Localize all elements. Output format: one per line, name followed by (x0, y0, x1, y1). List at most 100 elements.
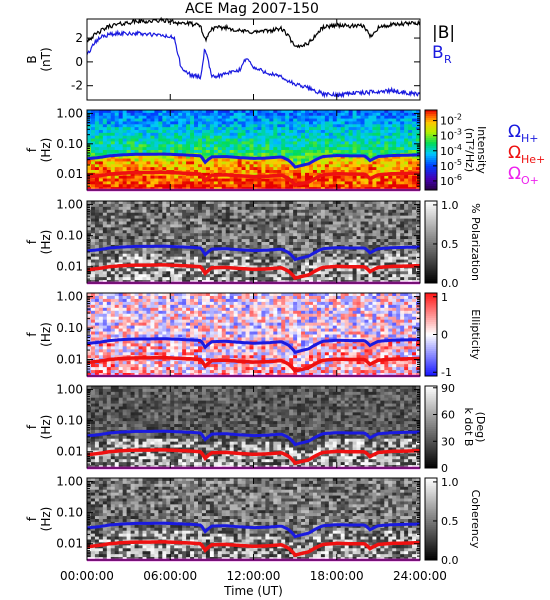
spectrogram-cell (364, 201, 369, 205)
spectrogram-cell (408, 230, 413, 234)
spectrogram-cell (328, 224, 334, 228)
colorbar-step (425, 205, 437, 208)
spectrogram-cell (372, 138, 377, 142)
spectrogram-cell (285, 170, 290, 174)
spectrogram-cell (309, 201, 314, 205)
spectrogram-cell (130, 250, 135, 255)
spectrogram-cell (392, 124, 397, 128)
spectrogram-cell (146, 206, 151, 211)
spectrogram-cell (213, 244, 219, 249)
spectrogram-cell (305, 184, 310, 188)
spectrogram-cell (178, 135, 183, 139)
spectrogram-cell (340, 239, 346, 243)
spectrogram-cell (146, 221, 151, 225)
spectrogram-cell (257, 233, 262, 237)
spectrogram-cell (297, 150, 302, 154)
spectrogram-cell (166, 239, 171, 243)
spectrogram-cell (261, 244, 266, 249)
spectrogram-cell (352, 167, 357, 171)
spectrogram-cell (194, 112, 199, 117)
spectrogram-cell (408, 224, 413, 228)
spectrogram-cell (312, 227, 318, 231)
spectrogram-cell (408, 239, 413, 243)
spectrogram-cell (245, 161, 250, 165)
spectrogram-cell (166, 155, 171, 159)
spectrogram-cell (233, 271, 239, 275)
spectrogram-cell (98, 236, 104, 240)
spectrogram-cell (237, 253, 242, 258)
spectrogram-cell (364, 167, 369, 171)
spectrogram-cell (166, 158, 171, 162)
spectrogram-cell (376, 209, 381, 214)
spectrogram-cell (316, 262, 322, 266)
spectrogram-cell (269, 130, 274, 134)
spectrogram-cell (396, 209, 401, 214)
spectrogram-cell (324, 178, 330, 182)
spectrogram-cell (122, 124, 128, 128)
spectrogram-cell (241, 141, 246, 145)
spectrogram-cell (87, 144, 92, 148)
spectrogram-cell (309, 115, 314, 119)
spectrogram-cell (380, 115, 385, 119)
spectrogram-cell (146, 268, 151, 272)
spectrogram-cell (348, 138, 353, 142)
spectrogram-cell (126, 224, 131, 228)
spectrogram-cell (90, 212, 96, 217)
colorbar-step (425, 262, 437, 265)
spectrogram-cell (201, 236, 207, 240)
spectrogram-cell (130, 247, 135, 252)
spectrogram-cell (205, 181, 211, 185)
spectrogram-cell (90, 178, 96, 182)
spectrogram-cell (257, 132, 262, 137)
spectrogram-cell (281, 230, 286, 234)
omega-he-line (86, 170, 421, 188)
spectrogram-cell (368, 256, 373, 260)
spectrogram-cell (249, 212, 254, 217)
spectrogram-cell (344, 280, 350, 284)
spectrogram-cell (328, 181, 334, 185)
spectrogram-cell (305, 144, 310, 148)
spectrogram-cell (158, 158, 163, 162)
spectrogram-cell (178, 239, 183, 243)
spectrogram-cell (257, 280, 262, 284)
spectrogram-cell (348, 268, 353, 272)
spectrogram-cell (126, 167, 131, 171)
spectrogram-cell (186, 230, 191, 234)
spectrogram-cell (297, 155, 302, 159)
spectrogram-cell (174, 147, 179, 151)
spectrogram-cell (182, 201, 187, 205)
spectrogram-cell (309, 121, 314, 125)
spectrogram-cell (118, 233, 124, 237)
spectrogram-cell (348, 247, 353, 252)
spectrogram-cell (98, 152, 104, 157)
spectrogram-cell (305, 218, 310, 222)
spectrogram-cell (126, 242, 131, 246)
spectrogram-cell (404, 167, 409, 171)
spectrogram-cell (277, 227, 282, 231)
spectrogram-cell (194, 138, 199, 142)
spectrogram-cell (261, 127, 266, 131)
spectrogram-cell (201, 274, 207, 278)
spectrogram-cell (237, 135, 242, 139)
spectrogram-cell (368, 155, 373, 159)
spectrogram-cell (293, 268, 298, 272)
spectrogram-cell (328, 121, 334, 125)
spectrogram-cell (201, 112, 207, 117)
spectrogram-cell (154, 110, 159, 114)
spectrogram-cell (273, 138, 278, 142)
spectrogram-cell (352, 253, 357, 258)
spectrogram-cell (324, 268, 330, 272)
spectrogram-cell (158, 230, 163, 234)
spectrogram-cell (122, 212, 128, 217)
spectrogram-cell (253, 132, 258, 137)
spectrogram-cell (384, 178, 389, 182)
spectrogram-cell (90, 135, 96, 139)
spectrogram-cell (412, 209, 417, 214)
spectrogram-cell (316, 172, 322, 177)
spectrogram-cell (297, 172, 302, 177)
legend-omega-symbol: Ω (508, 143, 521, 163)
spectrogram-cell (174, 155, 179, 159)
spectrogram-cell (162, 256, 167, 260)
spectrogram-cell (190, 209, 195, 214)
spectrogram-cell (364, 124, 369, 128)
